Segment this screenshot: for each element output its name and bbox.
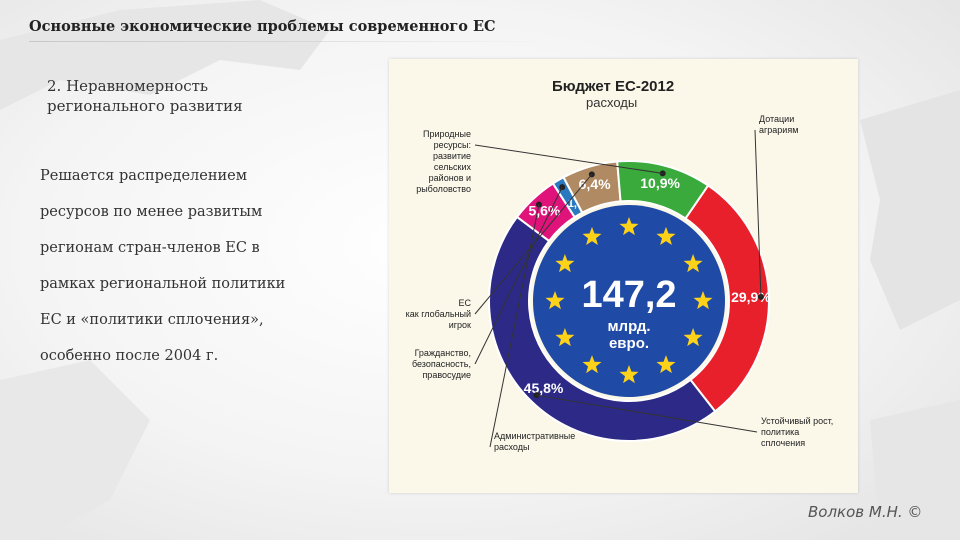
donut-slice — [488, 215, 717, 442]
body-text: Решается распределением ресурсов по мене… — [40, 166, 370, 382]
callout-leader-line — [536, 394, 758, 433]
slice-category-label: ресурсы: — [434, 140, 471, 150]
eu-star-icon — [582, 355, 602, 374]
eu-star-icon — [683, 254, 703, 273]
callout-leader-line — [754, 129, 762, 297]
body-line: ЕС и «политики сплочения», — [40, 312, 264, 328]
eu-star-icon — [619, 217, 639, 236]
slice-value-label: 45,8% — [524, 380, 564, 396]
slice-category-label: аграриям — [759, 125, 798, 135]
donut-center: 147,2 млрд.евро. — [533, 205, 725, 397]
slide-subtitle: 2. Неравномерность регионального развити… — [47, 76, 357, 116]
body-line: Решается распределением — [40, 168, 248, 184]
callout-leader-line — [489, 204, 540, 448]
slice-value-label: 10,9% — [640, 175, 680, 191]
slice-category-label: политика — [761, 427, 799, 437]
donut-slice — [616, 160, 710, 220]
chart-subtitle: расходы — [586, 95, 637, 110]
body-line: рамках региональной политики — [40, 276, 286, 292]
body-line: регионам стран-членов ЕС в — [40, 240, 260, 256]
center-unit-label: евро. — [609, 335, 649, 352]
title-divider — [29, 41, 554, 42]
author-credit: Волков М.Н. © — [808, 503, 923, 521]
center-total-value: 147,2 — [581, 274, 676, 316]
subtitle-line: регионального развития — [47, 97, 243, 115]
slice-category-label: развитие — [433, 151, 471, 161]
slice-category-label: Гражданство, — [415, 348, 471, 358]
center-unit-label: млрд. — [607, 318, 650, 335]
slide-title: Основные экономические проблемы современ… — [29, 18, 496, 35]
budget-donut-chart: Бюджет ЕС-2012 расходы 29,9%45,8%5,6%1,4… — [406, 78, 834, 452]
slice-category-label: Природные — [423, 129, 471, 139]
callout-dot — [559, 184, 566, 191]
subtitle-line: 2. Неравномерность — [47, 77, 209, 95]
callout-dot — [533, 392, 540, 399]
slice-category-label: Дотации — [759, 114, 794, 124]
eu-star-icon — [693, 291, 713, 310]
slice-value-label: 29,9% — [731, 289, 771, 305]
callout-dot — [535, 201, 542, 208]
callout-dot — [659, 170, 666, 177]
slice-category-label: сельских — [434, 162, 472, 172]
slice-value-label: 5,6% — [528, 202, 560, 218]
budget-chart-panel: Бюджет ЕС-2012 расходы 29,9%45,8%5,6%1,4… — [389, 59, 858, 493]
chart-title: Бюджет ЕС-2012 — [552, 78, 674, 95]
callout-leader-line — [474, 174, 593, 315]
body-line: ресурсов по менее развитым — [40, 204, 263, 220]
slice-category-label: расходы — [494, 442, 529, 452]
callout-leader-line — [474, 186, 563, 365]
slice-category-label: районов и — [429, 173, 471, 183]
callout-leader-line — [474, 144, 663, 174]
donut-slices: 29,9%45,8%5,6%1,4%6,4%10,9% — [488, 160, 771, 442]
eu-star-icon — [555, 328, 575, 347]
slice-category-label: Устойчивый рост, — [761, 416, 833, 426]
body-line: особенно после 2004 г. — [40, 348, 219, 364]
slice-category-label: рыболовство — [416, 184, 471, 194]
eu-star-icon — [656, 226, 676, 245]
eu-star-icon — [545, 291, 565, 310]
eu-flag-disc — [533, 205, 725, 397]
eu-star-icon — [555, 254, 575, 273]
slice-category-label: безопасность, — [412, 359, 471, 369]
slice-category-label: Административные — [494, 431, 575, 441]
eu-star-icon — [619, 365, 639, 384]
eu-star-icon — [582, 226, 602, 245]
slice-category-label: игрок — [449, 320, 471, 330]
slice-category-label: сплочения — [761, 438, 805, 448]
slice-category-label: ЕС — [458, 298, 471, 308]
eu-star-icon — [683, 328, 703, 347]
eu-star-icon — [656, 355, 676, 374]
slice-category-label: правосудие — [422, 370, 471, 380]
slice-category-label: как глобальный — [406, 309, 471, 319]
